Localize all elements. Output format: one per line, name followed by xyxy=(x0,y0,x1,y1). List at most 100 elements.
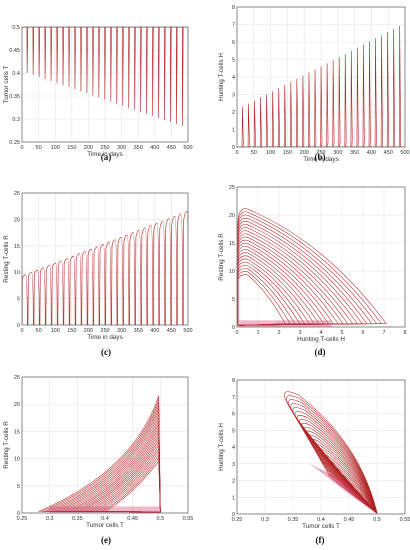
panel-b: 0 50 100 150 200 250 300 350 400 450 500 0 1 2 3 4 5 6 7 8 T… xyxy=(218,5,410,163)
x-tick-label: 0.45 xyxy=(344,517,355,523)
x-axis-label: Time in days xyxy=(87,334,122,341)
x-tick-label: 400 xyxy=(150,145,159,151)
trough-envelope xyxy=(22,72,188,129)
y-tick-label: 25 xyxy=(229,185,235,191)
x-tick-label: 200 xyxy=(84,328,93,334)
panel-caption: (a) xyxy=(101,152,112,162)
x-tick-label: 0.25 xyxy=(232,517,243,523)
y-tick-label: 1 xyxy=(232,495,235,501)
series-loop xyxy=(237,239,339,326)
plot-lines xyxy=(22,27,188,129)
panel-a: 0 50 100 150 200 250 300 350 400 450 500 0.25 0.3 0.3… xyxy=(3,25,193,162)
x-tick-label: 500 xyxy=(400,150,409,156)
y-tick-label: 20 xyxy=(14,217,20,223)
y-tick-label: 4 xyxy=(232,75,235,81)
y-axis-label: Resting T-cells R xyxy=(3,235,10,283)
y-tick-label: 5 xyxy=(232,297,235,303)
x-tick-label: 300 xyxy=(117,145,126,151)
x-tick-label: 0.4 xyxy=(101,516,109,522)
series-loop xyxy=(305,430,378,514)
series-loop xyxy=(307,434,378,514)
x-tick-label: 8 xyxy=(403,330,406,336)
y-tick-label: 8 xyxy=(232,378,235,384)
x-tick-label: 250 xyxy=(316,150,325,156)
series-line xyxy=(22,211,188,325)
panel-caption: (c) xyxy=(101,347,111,357)
panel-caption: (d) xyxy=(315,347,326,357)
series-loop xyxy=(237,252,320,326)
y-tick-label: 7 xyxy=(232,23,235,29)
x-tick-label: 300 xyxy=(333,150,342,156)
x-tick-label: 150 xyxy=(67,145,76,151)
series-loop xyxy=(237,264,301,326)
series-loop xyxy=(237,261,305,326)
y-tick-label: 20 xyxy=(14,402,20,408)
dense-region xyxy=(239,320,332,327)
axes-frame xyxy=(21,192,189,326)
x-tick-label: 7 xyxy=(382,330,385,336)
series-loop xyxy=(303,426,378,514)
x-axis-label: Tumor cells T xyxy=(302,523,340,530)
series-loop xyxy=(237,211,382,326)
y-axis-label: Tumor cells T xyxy=(3,65,10,103)
x-tick-label: 100 xyxy=(51,145,60,151)
x-tick-label: 500 xyxy=(183,145,192,151)
x-tick-label: 0.3 xyxy=(46,516,54,522)
series-loop xyxy=(237,227,358,326)
x-tick-label: 5 xyxy=(340,330,343,336)
x-tick-label: 4 xyxy=(319,330,322,336)
y-tick-label: 5 xyxy=(17,484,20,490)
x-axis-label: Tumor cells T xyxy=(86,522,124,529)
y-tick-label: 0 xyxy=(232,325,235,331)
x-axis-label: Time in days xyxy=(303,156,338,163)
series-line xyxy=(237,25,405,147)
y-tick-label: 6 xyxy=(232,40,235,46)
axes-frame xyxy=(21,26,189,143)
y-tick-label: 3 xyxy=(232,462,235,468)
y-tick-label: 10 xyxy=(14,457,20,463)
y-tick-label: 7 xyxy=(232,395,235,401)
x-tick-label: 0.55 xyxy=(183,516,194,522)
y-tick-label: 2 xyxy=(232,110,235,116)
x-tick-label: 50 xyxy=(36,328,42,334)
x-tick-label: 0.5 xyxy=(157,516,165,522)
y-tick-label: 5 xyxy=(17,297,20,303)
dense-region xyxy=(309,463,377,514)
y-tick-label: 0 xyxy=(17,323,20,329)
x-tick-label: 0.25 xyxy=(17,516,28,522)
x-tick-label: 150 xyxy=(283,150,292,156)
x-tick-label: 0.3 xyxy=(261,517,269,523)
y-axis-label: Resting T-cells R xyxy=(218,233,225,281)
series-loop xyxy=(237,224,363,326)
x-tick-label: 50 xyxy=(251,150,257,156)
x-tick-label: 400 xyxy=(150,328,159,334)
x-tick-label: 3 xyxy=(298,330,301,336)
plot-lines xyxy=(22,211,188,325)
series-loop xyxy=(237,217,373,326)
series-loop xyxy=(237,249,325,326)
series-loop xyxy=(38,395,161,513)
series-loop xyxy=(290,403,378,514)
y-tick-label: 0.3 xyxy=(12,117,20,123)
x-tick-label: 200 xyxy=(84,145,93,151)
x-tick-label: 450 xyxy=(167,145,176,151)
panel-d: 0 1 2 3 4 5 6 7 8 0 5 10 15 20 25 Hunting T-cells H Rest… xyxy=(218,185,407,357)
x-tick-label: 50 xyxy=(36,145,42,151)
y-axis-label: Hunting T-cells H xyxy=(218,53,225,101)
series-loop xyxy=(237,242,334,326)
series-loop xyxy=(237,258,310,326)
plot-lines xyxy=(38,395,161,513)
y-tick-label: 10 xyxy=(14,270,20,276)
x-tick-label: 6 xyxy=(361,330,364,336)
x-tick-label: 500 xyxy=(183,328,192,334)
series-loop xyxy=(237,274,286,326)
plot-lines xyxy=(284,391,378,514)
x-tick-label: 0.55 xyxy=(400,517,410,523)
series-line xyxy=(22,27,188,127)
x-tick-label: 100 xyxy=(51,328,60,334)
y-tick-label: 1 xyxy=(232,128,235,134)
series-loop xyxy=(309,438,378,514)
series-loop xyxy=(292,407,378,514)
y-tick-label: 0 xyxy=(232,512,235,518)
